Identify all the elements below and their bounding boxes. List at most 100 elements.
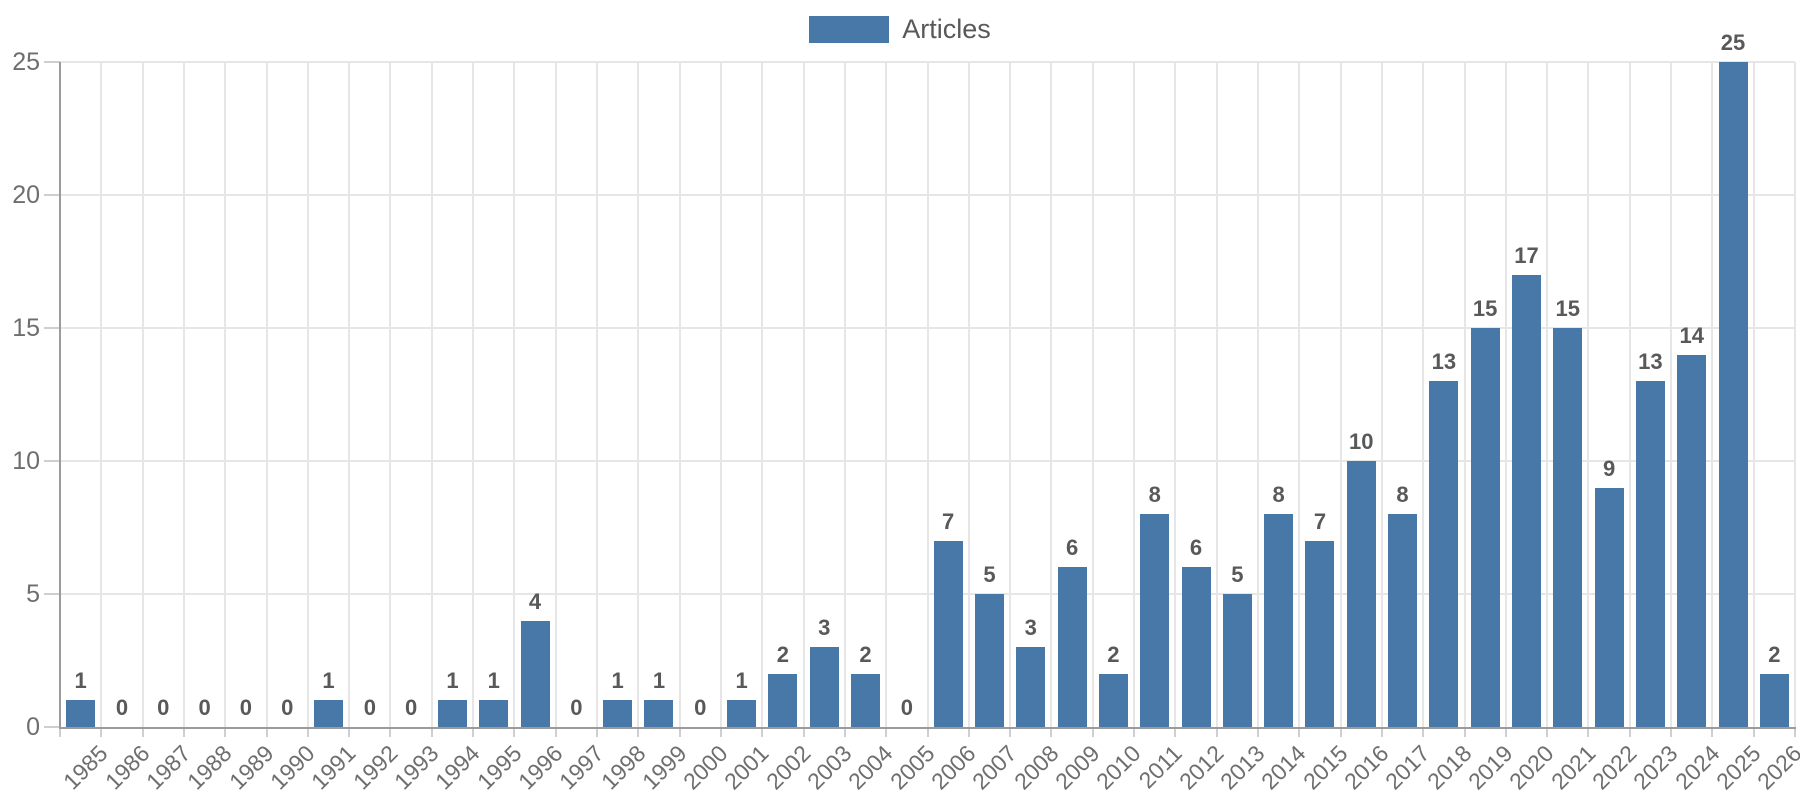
bar-2010[interactable] bbox=[1098, 673, 1128, 727]
bar-2002[interactable] bbox=[768, 673, 798, 727]
value-label-2001: 1 bbox=[735, 668, 748, 694]
value-label-2020: 17 bbox=[1514, 242, 1539, 268]
x-gridline bbox=[1174, 62, 1177, 727]
value-label-2005: 0 bbox=[900, 695, 913, 720]
x-gridline bbox=[885, 62, 888, 727]
bar-2019[interactable] bbox=[1470, 328, 1500, 727]
bar-1994[interactable] bbox=[437, 700, 467, 727]
x-tick-mark bbox=[761, 729, 764, 737]
x-tick-mark bbox=[1628, 729, 1631, 737]
bar-2003[interactable] bbox=[809, 647, 839, 727]
x-tick-label-1985: 1985 bbox=[58, 740, 114, 795]
y-tick-mark bbox=[44, 726, 60, 728]
x-gridline bbox=[1298, 62, 1301, 727]
bar-2017[interactable] bbox=[1388, 514, 1418, 727]
value-label-2006: 7 bbox=[942, 508, 955, 534]
x-gridline bbox=[1339, 62, 1342, 727]
bar-2001[interactable] bbox=[727, 700, 757, 727]
x-gridline bbox=[843, 62, 846, 727]
x-tick-mark bbox=[306, 729, 309, 737]
x-gridline bbox=[1256, 62, 1259, 727]
bar-2022[interactable] bbox=[1594, 487, 1624, 727]
bar-2025[interactable] bbox=[1718, 62, 1748, 727]
bar-1991[interactable] bbox=[314, 700, 343, 727]
legend[interactable]: Articles bbox=[0, 14, 1800, 45]
x-gridline bbox=[513, 62, 516, 727]
x-tick-label-1988: 1988 bbox=[182, 740, 237, 795]
legend-label: Articles bbox=[902, 14, 991, 44]
bar-2004[interactable] bbox=[851, 673, 881, 727]
x-gridline bbox=[1050, 62, 1053, 727]
bar-2013[interactable] bbox=[1222, 594, 1252, 727]
x-gridline bbox=[348, 62, 351, 727]
x-tick-label-1987: 1987 bbox=[141, 740, 196, 795]
bar-2016[interactable] bbox=[1346, 461, 1376, 727]
x-tick-mark bbox=[1298, 729, 1301, 737]
bar-2012[interactable] bbox=[1181, 567, 1211, 727]
value-label-1987: 0 bbox=[157, 695, 170, 720]
x-tick-mark bbox=[1256, 729, 1259, 737]
x-tick-mark bbox=[1050, 729, 1053, 737]
x-tick-mark bbox=[1215, 729, 1218, 737]
x-gridline bbox=[1711, 62, 1714, 727]
bar-2024[interactable] bbox=[1677, 354, 1707, 727]
x-gridline bbox=[1794, 62, 1796, 727]
bar-2009[interactable] bbox=[1057, 567, 1087, 727]
bar-2008[interactable] bbox=[1016, 647, 1046, 727]
x-tick-label-2002: 2002 bbox=[760, 740, 816, 795]
x-gridline bbox=[472, 62, 475, 727]
bar-1996[interactable] bbox=[520, 620, 550, 727]
x-tick-label-2023: 2023 bbox=[1628, 740, 1683, 795]
bar-2018[interactable] bbox=[1429, 381, 1459, 727]
bar-2021[interactable] bbox=[1553, 328, 1583, 727]
x-tick-label-2022: 2022 bbox=[1586, 740, 1642, 795]
y-tick-label: 25 bbox=[12, 48, 40, 76]
x-gridline bbox=[1463, 62, 1466, 727]
value-label-1998: 1 bbox=[611, 668, 624, 694]
value-label-1996: 4 bbox=[528, 588, 542, 614]
x-tick-label-2019: 2019 bbox=[1463, 740, 1518, 795]
x-tick-mark bbox=[1422, 729, 1425, 737]
bar-2014[interactable] bbox=[1264, 514, 1294, 727]
x-gridline bbox=[1670, 62, 1673, 727]
bar-2006[interactable] bbox=[933, 540, 963, 727]
x-tick-label-2026: 2026 bbox=[1752, 740, 1800, 795]
x-gridline bbox=[1380, 62, 1383, 727]
bar-2023[interactable] bbox=[1635, 381, 1665, 727]
value-label-2015: 7 bbox=[1313, 508, 1327, 534]
bar-2011[interactable] bbox=[1140, 514, 1170, 727]
bar-2020[interactable] bbox=[1511, 274, 1541, 727]
x-gridline bbox=[802, 62, 805, 727]
x-tick-mark bbox=[59, 729, 61, 737]
bar-1985[interactable] bbox=[66, 700, 96, 727]
x-gridline bbox=[1133, 62, 1136, 727]
bar-2026[interactable] bbox=[1759, 673, 1789, 727]
value-label-2004: 2 bbox=[859, 641, 872, 667]
bar-1995[interactable] bbox=[479, 700, 509, 727]
x-gridline bbox=[1091, 62, 1094, 727]
x-gridline bbox=[554, 62, 557, 727]
bar-1998[interactable] bbox=[603, 700, 633, 727]
x-tick-mark bbox=[1504, 729, 1507, 737]
value-label-2021: 15 bbox=[1555, 296, 1581, 321]
bar-1999[interactable] bbox=[644, 700, 674, 727]
bar-2015[interactable] bbox=[1305, 540, 1335, 727]
value-label-1999: 1 bbox=[652, 668, 666, 694]
x-tick-mark bbox=[182, 729, 185, 737]
x-tick-label-2016: 2016 bbox=[1339, 740, 1394, 795]
x-tick-label-1994: 1994 bbox=[430, 740, 485, 795]
x-gridline bbox=[306, 62, 309, 727]
value-label-1990: 0 bbox=[281, 695, 294, 720]
bar-2007[interactable] bbox=[974, 594, 1004, 727]
value-label-2022: 9 bbox=[1602, 455, 1616, 481]
x-tick-mark bbox=[719, 729, 722, 737]
value-label-2026: 2 bbox=[1768, 641, 1781, 667]
x-tick-label-2006: 2006 bbox=[925, 740, 981, 795]
x-gridline bbox=[1628, 62, 1631, 727]
x-tick-mark bbox=[802, 729, 805, 737]
x-tick-mark bbox=[1546, 729, 1549, 737]
x-tick-mark bbox=[926, 729, 929, 737]
x-tick-mark bbox=[885, 729, 888, 737]
x-tick-label-2007: 2007 bbox=[967, 740, 1022, 795]
